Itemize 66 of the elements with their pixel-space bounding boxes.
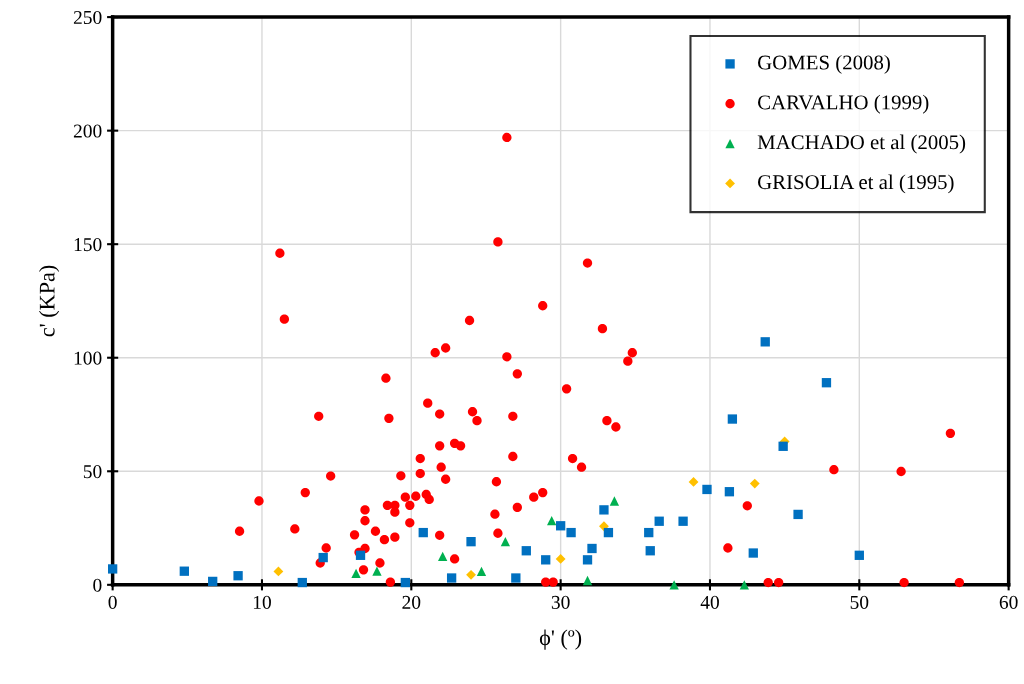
point: [555, 554, 566, 564]
point: [599, 521, 609, 532]
legend-label: GRISOLIA et al (1995): [758, 174, 954, 194]
y-tick-label: 150: [74, 238, 102, 252]
x-tick-label: 60: [999, 595, 1018, 609]
y-tick-label: 200: [73, 124, 102, 138]
point: [654, 516, 664, 526]
point: [603, 527, 614, 538]
x-tick-label: 40: [700, 595, 719, 609]
y-axis-title: c' (KPa): [39, 265, 60, 337]
point: [400, 577, 410, 588]
x-tick-label: 50: [850, 595, 869, 609]
point: [599, 505, 609, 515]
point: [351, 568, 361, 579]
point: [541, 555, 551, 565]
point: [418, 527, 428, 538]
legend-label: MACHADO et al (2005): [757, 134, 966, 154]
point: [555, 521, 566, 531]
point: [760, 337, 770, 347]
point: [582, 555, 593, 565]
point: [778, 441, 788, 451]
point: [688, 477, 699, 487]
x-tick-label: 0: [108, 595, 117, 609]
point: [446, 573, 457, 583]
point: [645, 546, 655, 556]
point: [233, 571, 243, 581]
point: [466, 537, 476, 547]
legend-label: GOMES (2008): [758, 54, 890, 74]
point: [582, 575, 593, 586]
point: [821, 378, 832, 388]
y-tick-label: 50: [83, 465, 102, 479]
point: [669, 580, 679, 590]
point: [438, 551, 448, 562]
point: [566, 527, 576, 538]
point: [587, 543, 597, 554]
point: [297, 577, 307, 588]
y-tick-label: 100: [74, 351, 102, 365]
point: [372, 566, 382, 576]
point: [793, 509, 803, 520]
point: [678, 516, 688, 526]
point: [273, 566, 284, 577]
x-tick-label: 20: [402, 595, 421, 609]
x-tick-label: 30: [551, 595, 570, 609]
y-tick-label: 0: [93, 578, 102, 592]
point: [208, 576, 218, 587]
point: [466, 569, 476, 580]
point: [724, 487, 735, 497]
legend-label: CARVALHO (1999): [758, 94, 929, 114]
point: [609, 496, 620, 506]
point: [500, 537, 511, 547]
point: [727, 414, 738, 424]
point: [318, 552, 328, 563]
y-tick-label: 250: [73, 10, 102, 25]
point: [644, 527, 654, 538]
point: [748, 548, 758, 558]
point: [511, 573, 521, 583]
point: [179, 566, 189, 576]
point: [476, 566, 487, 577]
point: [854, 550, 864, 560]
point: [749, 478, 760, 489]
point: [107, 564, 118, 574]
x-tick-label: 10: [253, 595, 271, 609]
point: [521, 546, 531, 556]
point: [547, 515, 557, 526]
point: [702, 484, 712, 495]
x-axis-title: ϕ' (º): [539, 629, 582, 650]
